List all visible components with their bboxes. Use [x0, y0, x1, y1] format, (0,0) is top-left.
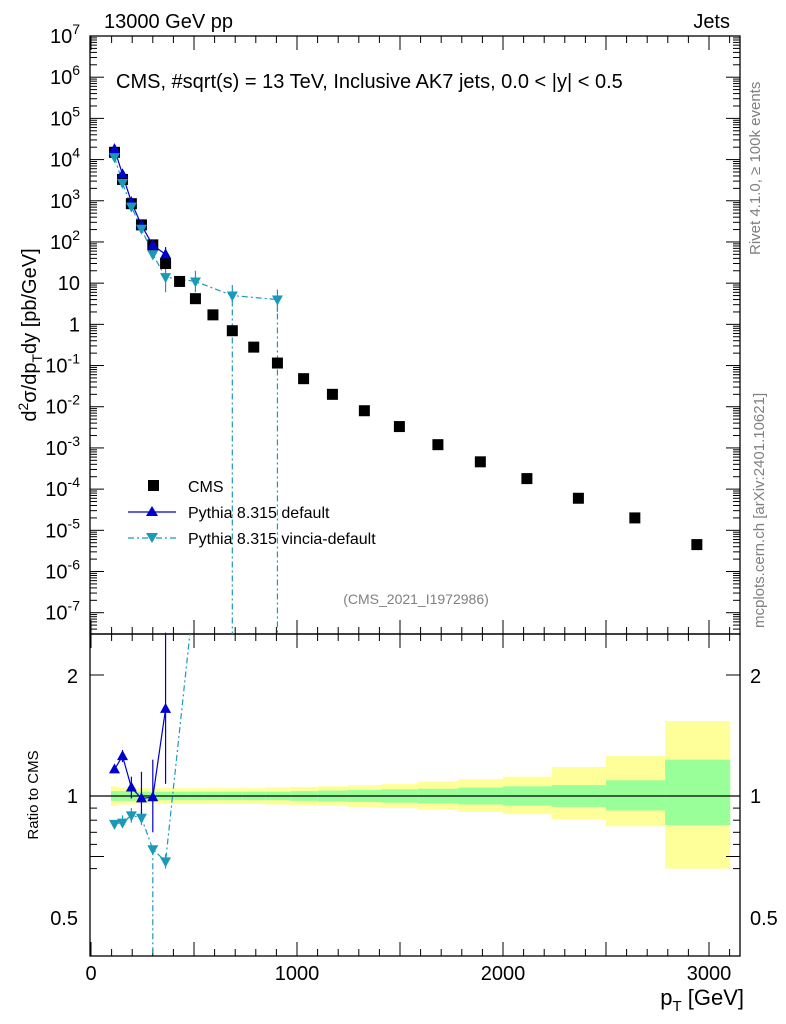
ratio-default-point: [160, 702, 172, 713]
analysis-id: (CMS_2021_I1972986): [343, 591, 489, 607]
ratio-vincia-point: [125, 811, 137, 822]
rivet-version: Rivet 4.1.0, ≥ 100k events: [747, 82, 764, 255]
main-ytick-label: 10-7: [45, 598, 80, 625]
main-ytick-label: 106: [50, 62, 80, 89]
default-point: [147, 239, 159, 250]
main-ytick-label: 10-6: [45, 557, 80, 584]
default-point: [108, 143, 120, 154]
main-series-layer: [108, 143, 703, 634]
x-axis-title: pT [GeV]: [660, 985, 744, 1015]
legend-label-vincia: Pythia 8.315 vincia-default: [188, 531, 376, 548]
header-right: Jets: [693, 11, 730, 33]
main-ytick-label: 10-4: [45, 474, 80, 501]
vincia-point: [160, 273, 172, 284]
ratio-ytick-label-right-0.5: 0.5: [750, 908, 778, 930]
main-ytick-label: 107: [50, 21, 80, 48]
default-point: [160, 248, 172, 259]
main-ytick-label: 10-2: [45, 392, 80, 419]
ratio-uncertainty-bands: [110, 720, 731, 869]
vincia-point: [189, 277, 201, 288]
ratio-axis-ticks: [90, 634, 740, 956]
xtick-label-2000: 2000: [481, 963, 526, 985]
mcplots-credit: mcplots.cern.ch [arXiv:2401.10621]: [751, 393, 768, 628]
xtick-label-3000: 3000: [687, 963, 732, 985]
cms-point: [298, 373, 310, 385]
cms-point: [474, 456, 486, 468]
ratio-band-inner: [606, 780, 666, 811]
main-axis-ticks: [90, 35, 740, 634]
legend-label-cms: CMS: [188, 479, 224, 496]
ratio-y-axis-title: Ratio to CMS: [25, 750, 42, 839]
cms-point: [393, 421, 405, 433]
main-ytick-label: 10: [58, 273, 80, 295]
main-ytick-label: 10-3: [45, 433, 80, 460]
chart-title: CMS, #sqrt(s) = 13 TeV, Inclusive AK7 je…: [116, 71, 623, 93]
ratio-default-point: [135, 792, 147, 803]
legend-marker-cms: [148, 480, 159, 491]
ratio-default-point: [125, 781, 137, 792]
main-ytick-label: 10-1: [45, 351, 80, 378]
legend-marker-vincia: [146, 533, 158, 543]
vincia-point: [226, 291, 238, 302]
vincia-point: [147, 250, 159, 261]
legend-label-default: Pythia 8.315 default: [188, 505, 330, 522]
cms-point: [271, 357, 283, 369]
cms-point: [572, 492, 584, 504]
ratio-default-point: [117, 750, 129, 761]
xtick-label-0: 0: [85, 963, 96, 985]
vincia-point: [135, 224, 147, 235]
cms-point: [432, 439, 444, 451]
vincia-point: [125, 202, 137, 213]
ratio-ytick-label-left-0.5: 0.5: [50, 908, 78, 930]
ratio-vincia-point: [117, 818, 129, 829]
main-ytick-label: 103: [50, 186, 80, 213]
cms-point: [521, 473, 533, 485]
cms-point: [326, 388, 338, 400]
main-y-tick-labels: 10-7 10-6 10-5 10-4 10-3 10-2 10-1 1 10 102 103 104…: [45, 21, 80, 625]
cms-point: [160, 258, 172, 270]
legend: CMS Pythia 8.315 default Pythia 8.315 vi…: [128, 479, 376, 548]
main-ytick-label: 102: [50, 227, 80, 254]
cms-point: [358, 405, 370, 417]
series-line-default: [113, 148, 166, 255]
cms-point: [226, 325, 238, 337]
vincia-point: [117, 179, 129, 190]
main-ytick-label: 105: [50, 103, 80, 130]
main-ytick-label: 10-5: [45, 515, 80, 542]
xtick-label-1000: 1000: [275, 963, 320, 985]
ratio-band-inner: [665, 759, 731, 826]
cms-point: [629, 512, 641, 524]
legend-marker-default: [146, 506, 158, 516]
ratio-vincia-point: [147, 845, 159, 856]
ratio-vincia-point: [108, 819, 120, 830]
vincia-point: [108, 153, 120, 164]
cms-point: [248, 341, 260, 353]
ratio-ytick-label-right-2: 2: [750, 666, 761, 688]
main-y-axis-title: d2σ/dpTdy [pb/GeV]: [15, 248, 45, 421]
ratio-line-vincia: [114, 633, 191, 863]
ratio-ytick-label-right-1: 1: [750, 786, 761, 808]
ratio-series-layer: [108, 632, 191, 956]
main-ytick-label: 104: [50, 145, 80, 172]
svg-text:d2σ/dpTdy [pb/GeV]: d2σ/dpTdy [pb/GeV]: [15, 248, 45, 421]
cms-point: [691, 539, 703, 551]
ratio-panel-frame: [89, 633, 741, 957]
cms-point: [174, 275, 186, 287]
ratio-vincia-point: [160, 857, 172, 868]
ratio-default-point: [147, 791, 159, 802]
ratio-default-point: [108, 763, 120, 774]
vincia-point: [271, 295, 283, 306]
ratio-vincia-point: [135, 813, 147, 824]
series-line-vincia: [113, 156, 278, 301]
ratio-ytick-label-left-1: 1: [67, 786, 78, 808]
cms-point: [189, 293, 201, 305]
cms-point: [207, 309, 219, 321]
header-left: 13000 GeV pp: [104, 11, 233, 33]
ratio-ytick-label-left-2: 2: [67, 666, 78, 688]
main-ytick-label: 1: [69, 314, 80, 336]
default-point: [117, 168, 129, 179]
